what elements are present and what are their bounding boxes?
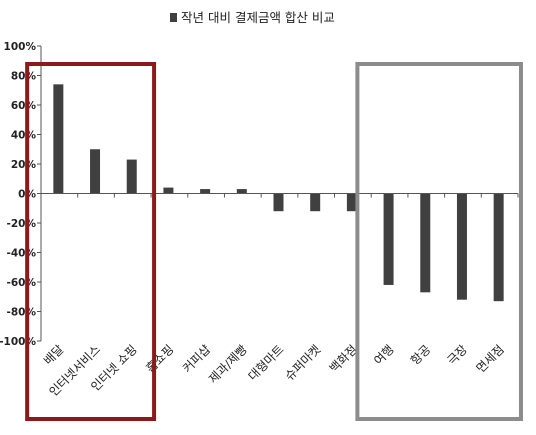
bar	[310, 193, 321, 212]
bar	[236, 189, 247, 194]
y-tick-label: -80%	[7, 307, 37, 319]
x-axis	[40, 193, 519, 198]
category-label: 백화점	[327, 342, 360, 375]
category-label: 여행	[370, 342, 396, 368]
y-tick-label: 100%	[4, 41, 37, 53]
bar	[200, 189, 211, 194]
category-label: 면세점	[473, 342, 506, 375]
y-tick-label: -100%	[0, 336, 36, 348]
category-label: 커피샵	[180, 342, 213, 375]
bar	[273, 193, 284, 212]
bar	[90, 149, 101, 194]
y-tick-label: -20%	[7, 218, 37, 230]
bar	[383, 193, 394, 285]
bar	[420, 193, 431, 293]
y-axis: 100%80%60%40%20%0%-20%-40%-60%-80%-100%	[0, 41, 42, 348]
category-label: 극장	[445, 342, 471, 368]
y-tick-label: -40%	[7, 248, 37, 260]
category-label: 대형마트	[245, 342, 286, 383]
highlight-box	[355, 62, 523, 421]
category-label: 배달	[41, 342, 67, 368]
y-tick-label: 80%	[11, 71, 37, 83]
legend-swatch	[170, 13, 177, 22]
y-tick-label: 40%	[11, 130, 37, 142]
bars	[53, 84, 504, 302]
highlight-boxes	[25, 62, 523, 421]
highlight-box	[25, 62, 157, 421]
category-label: 항공	[408, 342, 434, 368]
y-tick-label: -60%	[7, 277, 37, 289]
bar	[53, 84, 64, 194]
category-label: 슈퍼마켓	[282, 342, 323, 383]
legend: 작년 대비 결제금액 합산 비교	[170, 10, 335, 25]
bar	[493, 193, 504, 302]
legend-label: 작년 대비 결제금액 합산 비교	[181, 10, 335, 25]
y-tick-label: 20%	[11, 159, 37, 171]
bar	[163, 187, 174, 194]
bar	[456, 193, 467, 300]
y-tick-label: 60%	[11, 100, 37, 112]
category-label: 제과/제빵	[206, 342, 250, 386]
bar	[346, 193, 357, 212]
bar	[126, 159, 137, 194]
category-label: 홈쇼핑	[143, 342, 176, 375]
